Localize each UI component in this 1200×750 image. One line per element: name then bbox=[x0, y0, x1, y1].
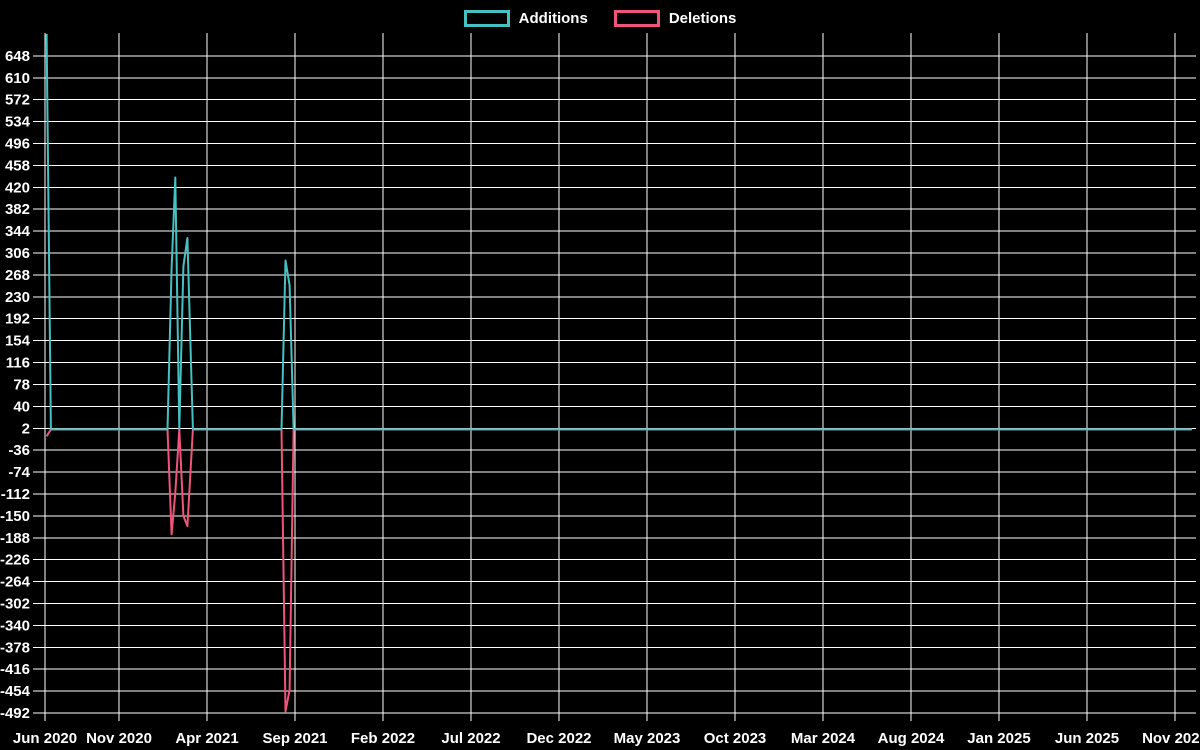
x-tick-label: Dec 2022 bbox=[526, 730, 591, 747]
y-tick-label: -74 bbox=[8, 464, 30, 481]
y-tick-label: -36 bbox=[8, 442, 30, 459]
y-tick-label: 648 bbox=[5, 48, 30, 65]
x-tick-label: Jul 2022 bbox=[441, 730, 500, 747]
x-tick-label: Oct 2023 bbox=[704, 730, 767, 747]
x-tick-label: Jun 2025 bbox=[1055, 730, 1119, 747]
legend-label-deletions: Deletions bbox=[668, 9, 737, 27]
y-tick-label: -454 bbox=[0, 683, 31, 700]
y-tick-label: 344 bbox=[5, 223, 31, 240]
y-tick-label: -340 bbox=[0, 617, 30, 634]
y-tick-label: 268 bbox=[5, 267, 30, 284]
y-tick-label: 2 bbox=[22, 420, 30, 437]
legend-item-deletions: Deletions bbox=[613, 9, 737, 27]
chart-legend: Additions Deletions bbox=[0, 7, 1200, 29]
legend-item-additions: Additions bbox=[463, 9, 588, 27]
additions-swatch bbox=[463, 9, 510, 27]
y-tick-label: 78 bbox=[13, 376, 30, 393]
y-tick-label: -416 bbox=[0, 661, 30, 678]
y-tick-label: 306 bbox=[5, 245, 30, 262]
x-tick-label: May 2023 bbox=[614, 730, 681, 747]
y-tick-label: -226 bbox=[0, 552, 30, 569]
legend-label-additions: Additions bbox=[518, 9, 588, 27]
y-tick-label: -188 bbox=[0, 530, 30, 547]
y-tick-label: -302 bbox=[0, 595, 30, 612]
y-tick-label: -112 bbox=[1, 486, 30, 503]
x-tick-label: Nov 2020 bbox=[86, 730, 152, 747]
y-tick-label: 534 bbox=[5, 114, 31, 131]
y-tick-label: 420 bbox=[5, 179, 30, 196]
x-tick-label: Apr 2021 bbox=[175, 730, 238, 747]
y-tick-label: 230 bbox=[5, 289, 30, 306]
x-tick-label: Mar 2024 bbox=[791, 730, 856, 747]
y-tick-label: 496 bbox=[5, 136, 30, 153]
y-tick-label: 610 bbox=[5, 70, 30, 87]
y-tick-label: -264 bbox=[0, 574, 31, 591]
x-tick-label: Nov 2025 bbox=[1142, 730, 1200, 747]
x-tick-label: Sep 2021 bbox=[262, 730, 327, 747]
deletions-swatch bbox=[613, 9, 660, 27]
y-tick-label: 154 bbox=[5, 333, 31, 350]
y-tick-label: 192 bbox=[5, 311, 30, 328]
y-tick-label: -492 bbox=[0, 705, 30, 722]
x-tick-label: Jun 2020 bbox=[13, 730, 77, 747]
y-tick-label: -378 bbox=[0, 639, 30, 656]
x-tick-label: Feb 2022 bbox=[351, 730, 415, 747]
y-tick-label: 382 bbox=[5, 201, 30, 218]
additions-line bbox=[45, 33, 1192, 431]
deletions-line bbox=[45, 428, 1192, 713]
x-tick-label: Aug 2024 bbox=[878, 730, 945, 747]
y-tick-label: 458 bbox=[5, 157, 30, 174]
y-tick-label: 116 bbox=[6, 355, 30, 372]
y-tick-label: -150 bbox=[0, 508, 30, 525]
x-tick-label: Jan 2025 bbox=[967, 730, 1030, 747]
y-tick-label: 572 bbox=[5, 92, 30, 109]
y-tick-label: 40 bbox=[13, 398, 30, 415]
